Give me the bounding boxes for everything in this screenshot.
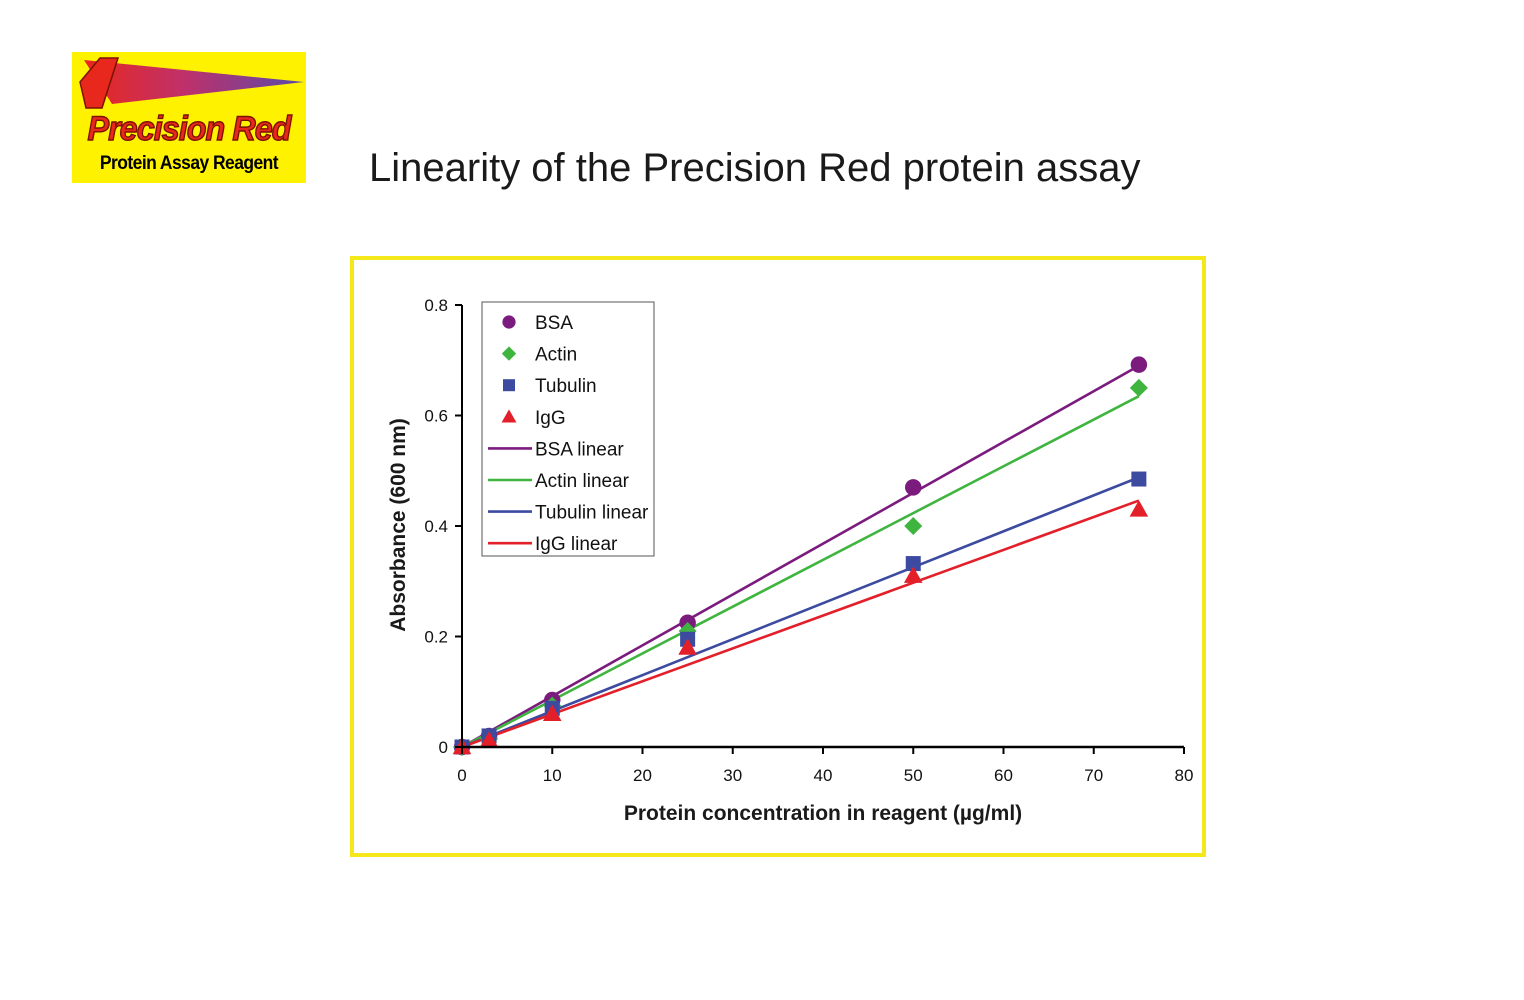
legend-label: IgG (535, 408, 566, 429)
legend-label: Actin (535, 345, 577, 366)
y-tick-label: 0.6 (424, 407, 448, 426)
trendline-bsa-linear (461, 364, 1140, 749)
y-axis-title: Absorbance (600 nm) (387, 418, 410, 632)
x-tick-label: 20 (633, 766, 652, 785)
y-tick-label: 0 (439, 738, 448, 757)
legend-label: Tubulin linear (535, 503, 649, 524)
logo-wordmark: Precision Red (87, 109, 292, 148)
legend-box (481, 301, 655, 557)
x-tick-label: 30 (723, 766, 742, 785)
x-tick-label: 0 (457, 766, 466, 785)
chart-frame: Absorbance (600 nm) Protein concentratio… (350, 256, 1206, 857)
legend-marker-bsa (502, 315, 516, 329)
data-point-bsa (905, 479, 922, 496)
plot-area (452, 356, 1149, 756)
data-point-igg (1129, 500, 1149, 517)
x-axis-title: Protein concentration in reagent (µg/ml) (624, 802, 1022, 825)
page-title: Linearity of the Precision Red protein a… (369, 146, 1141, 190)
axes: Absorbance (600 nm) Protein concentratio… (387, 296, 1193, 825)
y-tick-label: 0.8 (424, 296, 448, 315)
legend-marker-actin (501, 346, 517, 361)
data-point-actin (1129, 378, 1148, 397)
data-point-igg (479, 731, 499, 748)
linearity-chart: Absorbance (600 nm) Protein concentratio… (387, 296, 1193, 825)
legend: BSA Actin Tubulin IgG BSA linear Actin linear… (481, 301, 655, 557)
trendline-tubulin-linear (461, 476, 1140, 749)
precision-red-logo: Precision Red Protein Assay Reagent (72, 52, 306, 183)
x-tick-label: 80 (1175, 766, 1194, 785)
legend-label: BSA linear (535, 439, 624, 460)
x-tick-label: 10 (543, 766, 562, 785)
data-point-tubulin (905, 556, 921, 572)
legend-label: BSA (535, 313, 573, 334)
y-tick-label: 0.2 (424, 628, 448, 647)
data-point-igg (542, 704, 562, 722)
data-point-igg (903, 566, 923, 583)
x-tick-label: 50 (904, 766, 923, 785)
logo-swoosh-graphic (79, 57, 304, 109)
logo-subtitle: Protein Assay Reagent (99, 153, 279, 174)
legend-label: Tubulin (535, 376, 597, 397)
trendline-actin-linear (461, 395, 1140, 749)
data-point-igg (678, 638, 697, 655)
data-point-bsa (1130, 356, 1148, 373)
x-tick-label: 60 (994, 766, 1013, 785)
x-tick-label: 70 (1084, 766, 1103, 785)
trendline-igg-linear (461, 499, 1140, 749)
legend-marker-tubulin (503, 379, 515, 392)
data-point-tubulin (1131, 471, 1147, 487)
y-tick-label: 0.4 (424, 517, 448, 536)
legend-label: IgG linear (535, 534, 618, 555)
x-tick-label: 40 (814, 766, 833, 785)
legend-label: Actin linear (535, 471, 630, 492)
data-point-actin (904, 517, 923, 535)
legend-marker-igg (501, 409, 517, 423)
